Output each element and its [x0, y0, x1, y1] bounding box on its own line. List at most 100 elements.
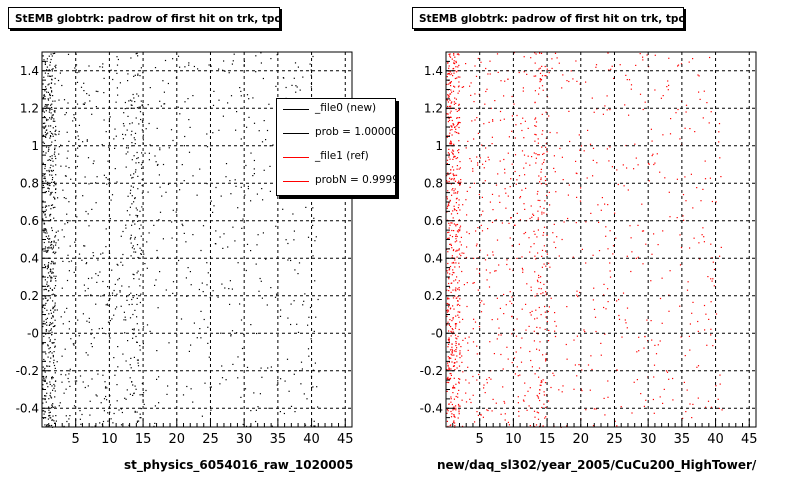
- data-point: [543, 161, 545, 163]
- data-point: [50, 357, 52, 359]
- data-point: [43, 320, 45, 322]
- data-point: [48, 247, 50, 249]
- data-point: [314, 425, 316, 427]
- data-point: [187, 98, 189, 100]
- data-point: [670, 118, 672, 120]
- data-point: [710, 406, 713, 408]
- data-point: [493, 353, 495, 355]
- data-point: [618, 298, 620, 301]
- data-point: [223, 60, 225, 62]
- data-point: [80, 86, 83, 88]
- data-point: [458, 204, 460, 206]
- data-point: [541, 406, 543, 409]
- data-point: [141, 206, 143, 208]
- data-point: [540, 293, 542, 295]
- data-point: [522, 90, 524, 92]
- data-point: [133, 274, 135, 276]
- data-point: [616, 369, 618, 371]
- data-point: [101, 66, 104, 68]
- data-point: [521, 267, 523, 269]
- data-point: [52, 127, 54, 129]
- data-point: [539, 425, 541, 427]
- data-point: [580, 145, 582, 147]
- data-point: [456, 53, 458, 55]
- data-point: [689, 128, 691, 130]
- data-point: [457, 396, 459, 398]
- data-point: [539, 181, 541, 183]
- data-point: [457, 182, 459, 184]
- data-point: [55, 275, 57, 277]
- data-point: [685, 104, 688, 106]
- data-point: [172, 281, 175, 283]
- data-point: [487, 156, 489, 158]
- data-point: [50, 164, 52, 166]
- data-point: [450, 102, 452, 104]
- data-point: [462, 204, 464, 206]
- data-point: [472, 394, 474, 396]
- data-point: [458, 132, 460, 135]
- data-point: [55, 244, 57, 246]
- data-point: [491, 410, 493, 412]
- data-point: [607, 288, 609, 290]
- data-point: [148, 232, 150, 234]
- data-point: [282, 208, 284, 210]
- data-point: [49, 214, 51, 216]
- data-point: [52, 100, 54, 102]
- data-point: [453, 415, 455, 418]
- data-point: [43, 231, 45, 233]
- x-tick-label: 20: [573, 432, 590, 447]
- data-point: [127, 80, 129, 82]
- data-point: [581, 369, 583, 371]
- data-point: [511, 296, 513, 298]
- data-point: [534, 52, 536, 54]
- data-point: [451, 189, 453, 191]
- data-point: [539, 399, 541, 402]
- data-point: [50, 204, 53, 206]
- data-point: [52, 342, 54, 344]
- data-point: [541, 85, 544, 87]
- data-point: [677, 65, 679, 67]
- data-point: [473, 282, 475, 284]
- data-point: [483, 384, 485, 386]
- data-point: [447, 94, 449, 96]
- data-point: [459, 353, 461, 355]
- data-point: [651, 155, 653, 157]
- data-point: [540, 276, 542, 278]
- data-point: [448, 278, 450, 280]
- data-point: [239, 87, 241, 89]
- data-point: [537, 142, 539, 144]
- data-point: [259, 393, 261, 395]
- data-point: [650, 128, 652, 130]
- data-point: [46, 250, 48, 252]
- data-point: [447, 121, 449, 123]
- data-point: [50, 277, 52, 279]
- data-point: [128, 304, 130, 306]
- data-point: [469, 398, 471, 400]
- x-tick-label: 10: [101, 432, 118, 447]
- data-point: [589, 143, 592, 145]
- data-point: [454, 362, 456, 364]
- data-point: [470, 94, 472, 96]
- data-point: [101, 144, 103, 146]
- data-point: [224, 287, 226, 289]
- data-point: [68, 167, 70, 169]
- data-point: [276, 54, 278, 56]
- data-point: [471, 120, 473, 122]
- data-point: [458, 126, 460, 129]
- data-point: [285, 239, 287, 241]
- data-point: [209, 386, 211, 388]
- data-point: [614, 420, 616, 422]
- data-point: [116, 181, 118, 183]
- data-point: [46, 133, 48, 135]
- data-point: [677, 108, 679, 111]
- data-point: [524, 208, 526, 210]
- data-point: [523, 203, 525, 205]
- data-point: [545, 359, 547, 361]
- data-point: [452, 269, 454, 271]
- data-point: [131, 195, 133, 197]
- data-point: [659, 171, 661, 173]
- data-point: [539, 327, 541, 329]
- data-point: [147, 104, 149, 106]
- data-point: [243, 60, 245, 62]
- data-point: [448, 105, 451, 107]
